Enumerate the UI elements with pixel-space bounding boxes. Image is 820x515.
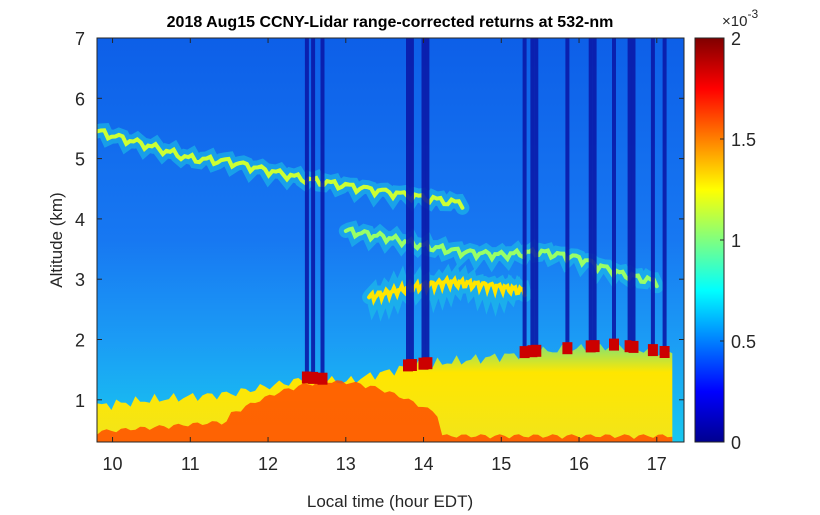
y-tick-label: 6 [75, 89, 85, 109]
x-tick-label: 14 [414, 454, 434, 474]
cloud-base [589, 340, 600, 353]
mid-aerosol-layer [343, 226, 659, 289]
cloud-column [522, 38, 527, 354]
cloud-column [406, 38, 410, 367]
cloud-base [308, 371, 319, 384]
cloud-base [609, 338, 619, 351]
cloud-column [631, 38, 636, 349]
cloud-base [562, 342, 573, 355]
x-axis-ticks: 10 11 12 13 14 15 16 17 [103, 38, 667, 474]
x-tick-label: 15 [491, 454, 511, 474]
colorbar-scale-exponent: -3 [747, 7, 758, 21]
cloud-base [647, 344, 658, 357]
cloud-column [304, 38, 309, 379]
cloud-base [519, 346, 530, 359]
upper-aerosol-layer [97, 128, 465, 210]
x-tick-label: 11 [181, 454, 200, 474]
x-tick-label: 16 [569, 454, 589, 474]
y-axis-ticks: 1 2 3 4 5 6 7 [75, 29, 684, 411]
cloud-column [409, 38, 414, 367]
plot-frame [96, 37, 685, 443]
cloud-column [311, 38, 316, 380]
cloud-column [534, 38, 539, 352]
colorbar-scale-label: ×10-3 [722, 7, 758, 30]
cloud-base [317, 372, 328, 385]
y-axis-label: Altitude (km) [47, 192, 66, 287]
colorbar-tick-label: 0 [731, 433, 741, 453]
cloud-column [565, 38, 570, 350]
colorbar: 0 0.5 1 1.5 2 ×10-3 [694, 7, 758, 453]
cloud-column [588, 38, 593, 348]
y-tick-label: 2 [75, 330, 85, 350]
colorbar-tick-label: 1 [731, 231, 741, 251]
cloud-base [628, 340, 639, 353]
x-tick-label: 12 [258, 454, 278, 474]
cloud-column [421, 38, 426, 365]
colorbar-gradient [694, 37, 725, 443]
lower-aerosol-layer [367, 274, 527, 306]
cloud-column [627, 38, 632, 348]
y-tick-label: 4 [75, 210, 85, 230]
y-tick-label: 1 [75, 391, 85, 411]
colorbar-scale-base: ×10 [722, 13, 747, 30]
cloud-column [612, 38, 616, 346]
cloud-column [650, 38, 655, 352]
cloud-base [406, 359, 417, 371]
cloud-base [531, 344, 542, 357]
cloud-column [592, 38, 597, 348]
colorbar-ticks: 0 0.5 1 1.5 2 [720, 29, 756, 453]
x-tick-label: 13 [336, 454, 356, 474]
heatmap-plot [96, 37, 685, 443]
x-tick-label: 10 [103, 454, 123, 474]
x-axis-label: Local time (hour EDT) [307, 492, 473, 511]
cloud-base [301, 371, 312, 384]
cloud-column [425, 38, 430, 365]
y-tick-label: 5 [75, 150, 85, 170]
x-tick-label: 17 [647, 454, 667, 474]
chart-title: 2018 Aug15 CCNY-Lidar range-corrected re… [167, 14, 614, 31]
colorbar-tick-label: 0.5 [731, 332, 756, 352]
near-ground-high-return-area [97, 380, 673, 442]
colorbar-tick-label: 2 [731, 29, 741, 49]
cloud-column [662, 38, 667, 354]
colorbar-tick-label: 1.5 [731, 130, 756, 150]
cloud-column [320, 38, 325, 380]
cloud-base [422, 357, 433, 370]
y-tick-label: 7 [75, 29, 85, 49]
heatmap-layers [97, 38, 673, 442]
cloud-column [530, 38, 535, 353]
y-tick-label: 3 [75, 270, 85, 290]
cloud-base [659, 346, 670, 358]
